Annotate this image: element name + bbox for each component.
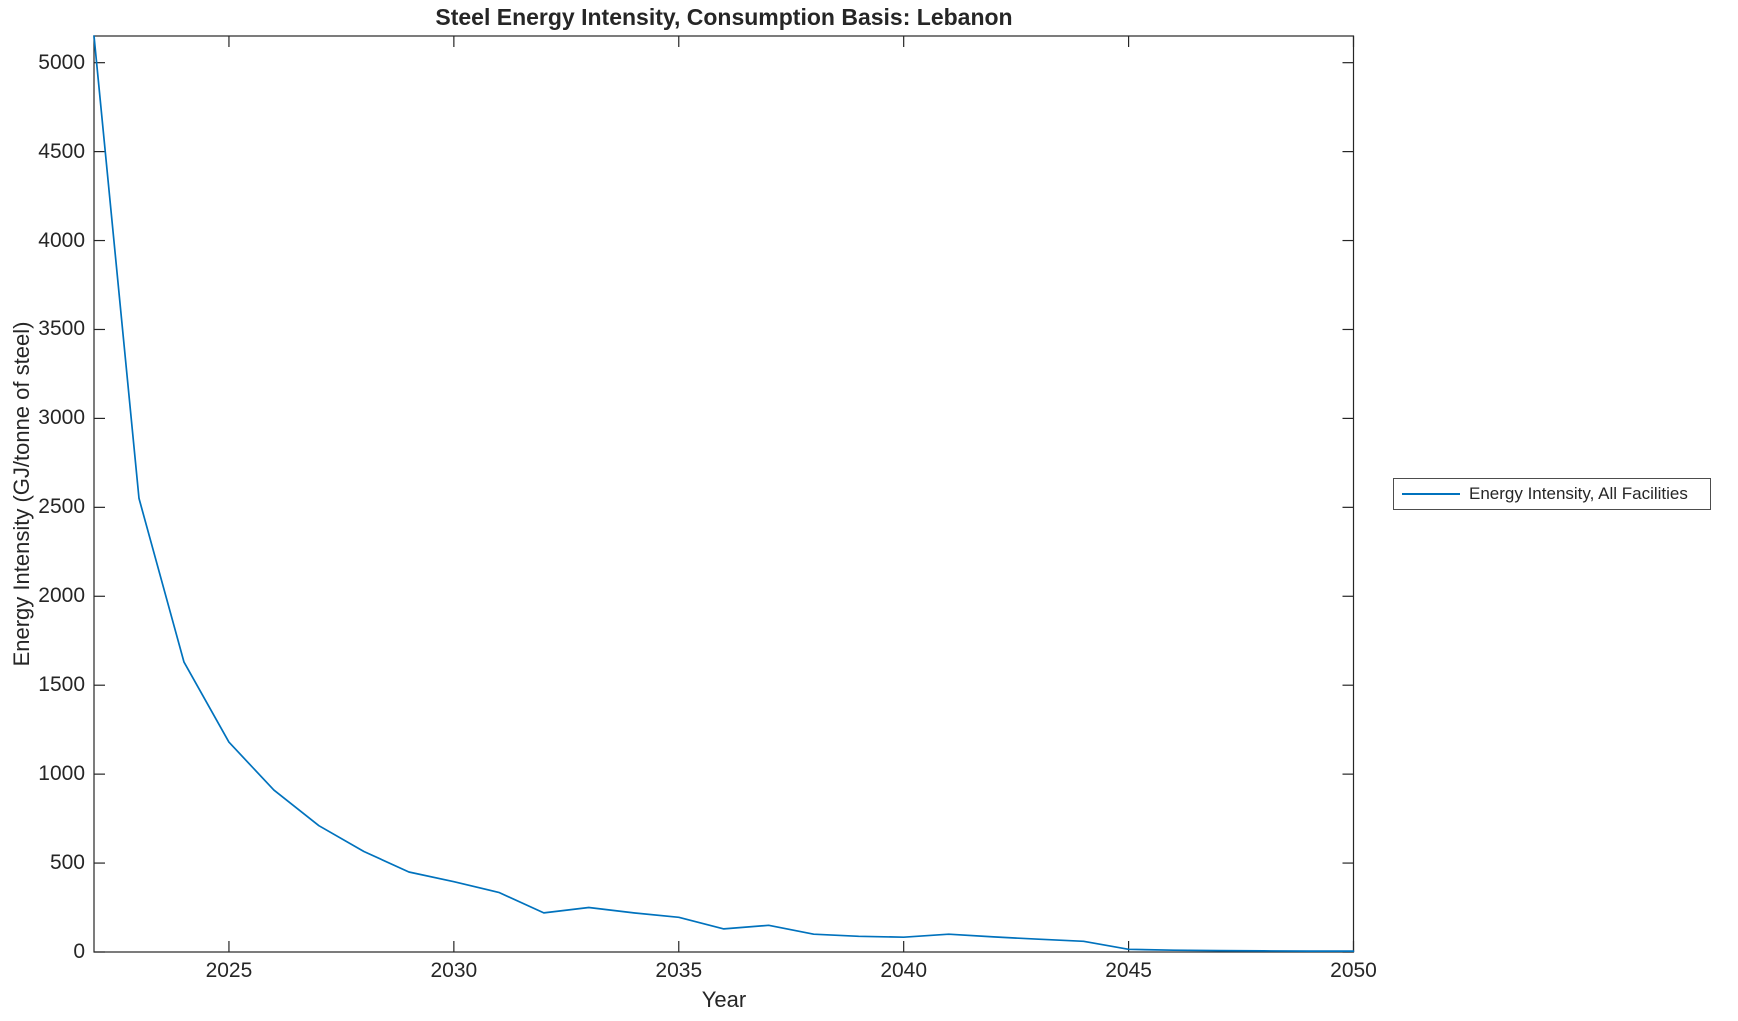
- x-tick-label: 2045: [1105, 959, 1152, 982]
- y-tick-label: 3000: [38, 406, 85, 430]
- y-tick-label: 1000: [38, 762, 85, 786]
- y-tick-label: 5000: [38, 50, 85, 74]
- y-tick-label: 4500: [38, 139, 85, 163]
- x-tick-label: 2050: [1330, 959, 1377, 982]
- y-tick-label: 4000: [38, 228, 85, 252]
- y-tick-label: 1500: [38, 673, 85, 697]
- y-tick-label: 0: [73, 940, 85, 963]
- legend-line-sample-icon: [1402, 493, 1460, 495]
- legend-entry-label: Energy Intensity, All Facilities: [1469, 484, 1688, 503]
- x-tick-label: 2025: [205, 959, 253, 982]
- y-tick-label: 2000: [38, 584, 85, 608]
- y-tick-label: 3500: [38, 317, 85, 341]
- x-tick-label: 2040: [880, 959, 928, 982]
- y-tick-label: 2500: [38, 495, 85, 519]
- chart-title: Steel Energy Intensity, Consumption Basi…: [435, 4, 1013, 30]
- y-axis-label: Energy Intensity (GJ/tonne of steel): [9, 321, 34, 667]
- x-axis-label: Year: [701, 987, 747, 1012]
- x-tick-label: 2030: [430, 959, 478, 982]
- y-tick-label: 500: [49, 851, 85, 875]
- legend: Energy Intensity, All Facilities: [1393, 478, 1711, 510]
- x-tick-label: 2035: [655, 959, 703, 982]
